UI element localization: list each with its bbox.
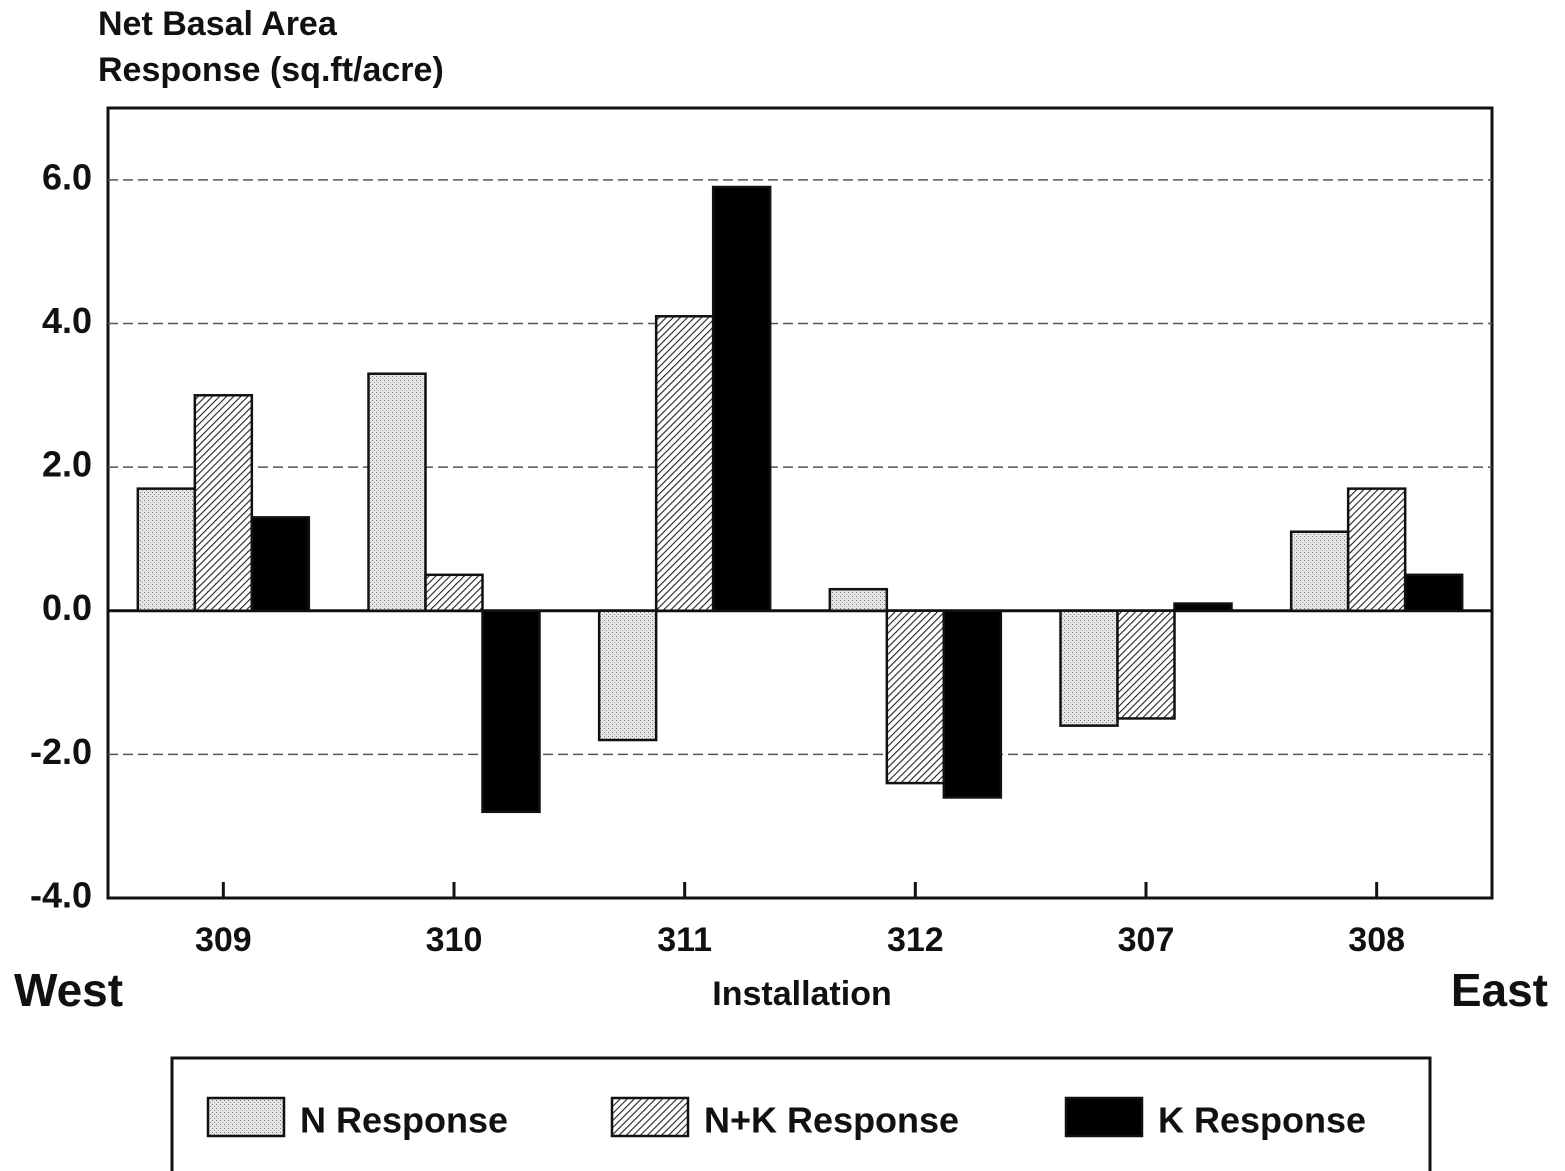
legend-label: N Response <box>300 1100 508 1141</box>
x-tick-label: 309 <box>195 921 252 959</box>
plot-frame <box>106 106 1494 900</box>
bar <box>1059 609 1119 727</box>
x-tick-label: 310 <box>426 921 483 959</box>
bar <box>597 609 658 742</box>
legend-box <box>170 1056 1432 1171</box>
legend-label: K Response <box>1158 1100 1366 1141</box>
bar <box>367 372 427 612</box>
y-tick-label: 4.0 <box>42 300 92 341</box>
bar <box>193 394 254 612</box>
y-tick-label: 6.0 <box>42 156 92 197</box>
bar <box>1289 530 1350 612</box>
bar <box>1346 487 1407 612</box>
bar <box>1173 602 1233 612</box>
bar <box>1403 573 1464 612</box>
legend-swatch <box>1064 1096 1144 1138</box>
bar <box>136 487 197 612</box>
x-tick-label: 311 <box>657 921 712 959</box>
bar <box>654 315 715 612</box>
y-label: Net Basal Area <box>98 5 338 43</box>
x-tick-label: 308 <box>1348 921 1405 959</box>
bar <box>1116 609 1176 720</box>
x-tick-label: 307 <box>1118 921 1175 959</box>
bar <box>424 573 484 612</box>
x-label: Installation <box>712 975 891 1013</box>
y-tick-label: -2.0 <box>30 731 92 772</box>
bar <box>481 609 541 814</box>
bar <box>885 609 946 785</box>
bar <box>828 587 889 612</box>
y-label: Response (sq.ft/acre) <box>98 51 444 89</box>
annotation: East <box>1451 964 1548 1016</box>
bar <box>942 609 1003 799</box>
x-tick-label: 312 <box>887 921 944 959</box>
y-tick-label: 2.0 <box>42 444 92 485</box>
bar <box>250 516 311 612</box>
y-tick-label: -4.0 <box>30 875 92 916</box>
legend-swatch <box>206 1096 286 1138</box>
bar <box>711 185 772 612</box>
annotation: West <box>14 964 123 1016</box>
legend-swatch <box>610 1096 690 1138</box>
y-tick-label: 0.0 <box>42 587 92 628</box>
legend-label: N+K Response <box>704 1100 959 1141</box>
